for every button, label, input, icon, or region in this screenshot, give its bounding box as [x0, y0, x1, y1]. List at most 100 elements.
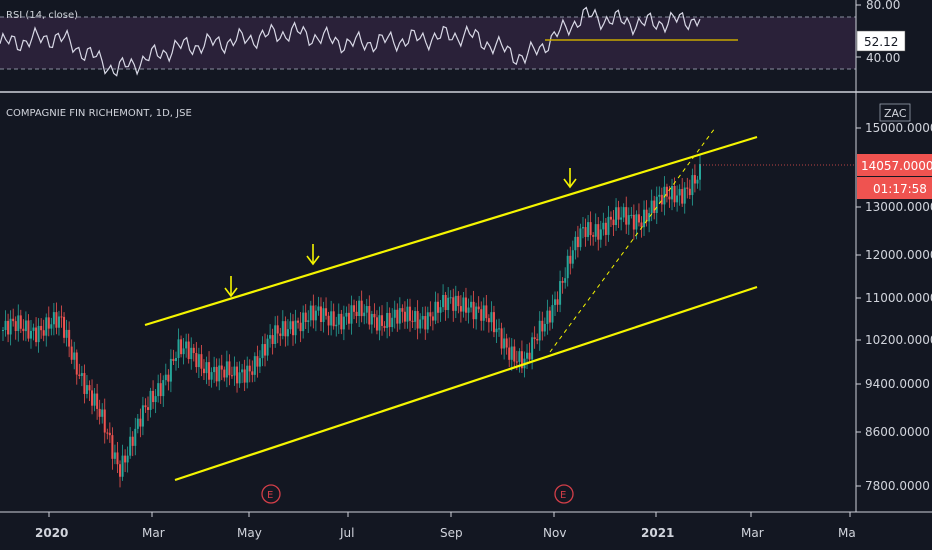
- candle-body: [576, 236, 579, 248]
- candle-body: [213, 366, 216, 373]
- candle-body: [177, 339, 180, 359]
- candle-body: [83, 373, 86, 394]
- candle-body: [279, 333, 282, 336]
- arrow-annotation-2: [306, 244, 320, 266]
- event-circle-icon[interactable]: [554, 484, 574, 504]
- candle-body: [205, 362, 208, 374]
- candle-body: [609, 216, 612, 220]
- candle-body: [218, 365, 221, 382]
- candle-body: [190, 347, 193, 360]
- candle-body: [215, 366, 218, 382]
- candle-body: [233, 366, 236, 376]
- price-tick-9400: 9400.0000: [865, 377, 930, 391]
- event-circle-icon[interactable]: [261, 484, 281, 504]
- time-tick-nov: Nov: [543, 526, 566, 540]
- price-tick-15000: 15000.0000: [865, 121, 932, 135]
- candle-body: [409, 306, 412, 321]
- candle-body: [498, 328, 501, 330]
- candle-body: [330, 311, 333, 326]
- candle-body: [355, 311, 358, 317]
- event-marker-2[interactable]: E: [554, 484, 574, 504]
- candle-body: [625, 207, 628, 225]
- candle-body: [289, 321, 292, 330]
- candle-body: [345, 312, 348, 317]
- candle-body: [291, 321, 294, 336]
- candle-body: [541, 320, 544, 332]
- candle-body: [663, 186, 666, 205]
- candle-body: [683, 187, 686, 204]
- candle-body: [477, 306, 480, 310]
- candle-body: [487, 318, 490, 323]
- candle-body: [264, 344, 267, 356]
- candles: [2, 153, 701, 488]
- time-axis[interactable]: 2020 Mar May Jul Sep Nov 2021 Mar Ma: [35, 512, 856, 540]
- candle-body: [414, 311, 417, 322]
- candle-body: [406, 306, 409, 322]
- candle-body: [136, 418, 139, 429]
- candle-body: [167, 374, 170, 382]
- candle-body: [459, 306, 462, 312]
- candle-body: [632, 214, 635, 230]
- candle-body: [228, 361, 231, 376]
- candle-body: [253, 356, 256, 375]
- candle-body: [126, 455, 129, 463]
- candle-body: [202, 368, 205, 374]
- event-label: E: [560, 490, 566, 501]
- candle-body: [480, 309, 483, 321]
- candle-body: [347, 312, 350, 324]
- candle-body: [658, 194, 661, 197]
- candle-body: [536, 339, 539, 341]
- candle-body: [93, 393, 96, 406]
- event-label: E: [267, 490, 273, 501]
- candle-body: [19, 315, 22, 329]
- candle-body: [248, 365, 251, 372]
- candle-body: [398, 308, 401, 324]
- candle-body: [101, 409, 104, 417]
- candle-body: [396, 309, 399, 324]
- candle-body: [113, 452, 116, 459]
- candle-body: [182, 348, 185, 355]
- event-marker-1[interactable]: E: [261, 484, 281, 504]
- candle-body: [676, 195, 679, 203]
- time-tick-ma: Ma: [838, 526, 856, 540]
- candle-body: [169, 358, 172, 382]
- candle-body: [381, 315, 384, 326]
- candle-body: [444, 294, 447, 311]
- candle-body: [325, 308, 328, 316]
- candle-body: [42, 330, 45, 336]
- candle-body: [307, 320, 310, 323]
- candle-body: [157, 383, 160, 397]
- candle-body: [696, 179, 699, 184]
- current-price-badge: [857, 154, 932, 176]
- candle-body: [14, 321, 17, 332]
- candle-body: [688, 188, 691, 196]
- candle-body: [121, 455, 124, 477]
- candle-body: [322, 308, 325, 323]
- price-axis[interactable]: 15000.0000 13000.0000 12000.0000 11000.0…: [856, 121, 932, 493]
- candle-body: [96, 393, 99, 409]
- candle-body: [78, 374, 81, 376]
- candle-body: [32, 327, 35, 331]
- candle-body: [470, 301, 473, 308]
- arrow-annotation-3: [563, 168, 577, 189]
- candle-body: [554, 299, 557, 306]
- candle-body: [208, 362, 211, 380]
- candle-body: [91, 390, 94, 406]
- candle-body: [312, 305, 315, 321]
- candle-body: [520, 351, 523, 369]
- candle-body: [317, 306, 320, 311]
- candle-body: [360, 300, 363, 317]
- currency-badge[interactable]: [879, 103, 911, 122]
- candle-body: [411, 320, 414, 322]
- candle-body: [612, 219, 615, 226]
- candle-body: [195, 352, 198, 368]
- candle-body: [401, 308, 404, 312]
- candle-body: [159, 383, 162, 397]
- currency-label[interactable]: ZAC: [884, 107, 907, 120]
- candle-body: [12, 318, 15, 322]
- candle-body: [302, 312, 305, 332]
- candle-body: [686, 187, 689, 189]
- candle-body: [223, 369, 226, 378]
- candle-body: [426, 312, 429, 330]
